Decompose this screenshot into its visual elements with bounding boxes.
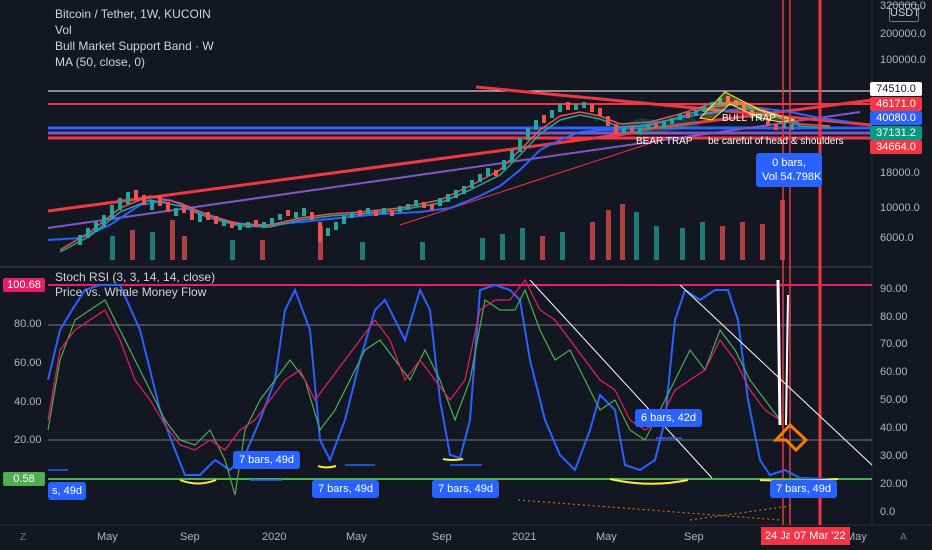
- time-label: May: [596, 531, 617, 543]
- time-label: May: [346, 531, 367, 543]
- range-bubble-2[interactable]: 7 bars, 49d: [233, 451, 301, 469]
- dotted-projection: [517, 499, 781, 521]
- bottom-marker-2: [317, 465, 337, 469]
- tooltip-line1: 0 bars,: [772, 157, 806, 169]
- date-badge-right: 07 Mar '22: [790, 527, 850, 545]
- bottom-marker-4: [609, 478, 689, 485]
- rsi-badge-bottom: 0.58: [3, 472, 45, 486]
- rsi-tick: 80.00: [14, 318, 42, 330]
- range-bubble-3[interactable]: 7 bars, 49d: [312, 480, 380, 498]
- rsi-right-tick: 40.00: [880, 422, 908, 434]
- bear-trap-label[interactable]: BEAR TRAP: [636, 136, 693, 147]
- price-badge-74510: 74510.0: [870, 82, 922, 96]
- rsi-right-tick: 50.00: [880, 394, 908, 406]
- rsi-right-tick: 80.00: [880, 311, 908, 323]
- rsi-legend: Stoch RSI (3, 3, 14, 14, close) Price vs…: [55, 270, 215, 300]
- rsi-tick: 60.00: [14, 357, 42, 369]
- date-badge-left: 24 Ja: [761, 527, 796, 545]
- rsi-trendline-1: [529, 279, 713, 479]
- chart-legend: Bitcoin / Tether, 1W, KUCOIN Vol Bull Ma…: [55, 6, 214, 70]
- dotted-projection-2: [689, 505, 791, 521]
- bull-trap-label[interactable]: BULL TRAP: [722, 113, 776, 124]
- rsi-right-tick: 70.00: [880, 338, 908, 350]
- range-bubble-5[interactable]: 6 bars, 42d: [635, 409, 703, 427]
- trendline-upper: [639, 98, 873, 132]
- price-badge-37131: 37131.2: [870, 126, 922, 140]
- price-badge-34664: 34664.0: [870, 140, 922, 154]
- rsi-tick: 20.00: [14, 434, 42, 446]
- stoch-k-line: [47, 283, 831, 480]
- corner-left[interactable]: Z: [20, 532, 27, 543]
- bear-trap-zone: [615, 112, 700, 136]
- rsi-right-tick: 90.00: [880, 283, 908, 295]
- whale-flow-title[interactable]: Price vs. Whale Money Flow: [55, 285, 207, 299]
- time-label: 2021: [512, 531, 537, 543]
- resistance-trendline: [475, 85, 873, 127]
- price-tick: 6000.0: [880, 232, 914, 244]
- price-tick: 200000.0: [880, 28, 926, 40]
- rsi-right-tick: 30.00: [880, 450, 908, 462]
- indicator-bull-band[interactable]: Bull Market Support Band · W: [55, 39, 214, 53]
- band-line-green: [59, 103, 831, 253]
- tooltip-line2: Vol 54.798K: [762, 171, 822, 183]
- price-tick: 320000.0: [880, 0, 926, 12]
- stoch-rsi-title[interactable]: Stoch RSI (3, 3, 14, 14, close): [55, 270, 216, 284]
- time-label: Sep: [180, 531, 200, 543]
- indicator-ma[interactable]: MA (50, close, 0): [55, 55, 146, 69]
- range-bubble-1[interactable]: s, 49d: [48, 482, 86, 500]
- rsi-badge-top: 100.68: [3, 278, 45, 292]
- head-shoulders-label[interactable]: be careful of head & shoulders: [708, 136, 844, 147]
- price-badge-40080: 40080.0: [870, 111, 922, 125]
- time-label: May: [97, 531, 118, 543]
- rsi-trendline-2: [679, 284, 873, 466]
- rsi-right-tick: 20.00: [880, 478, 908, 490]
- bottom-marker-1: [179, 479, 217, 485]
- time-label: May: [846, 531, 867, 543]
- trendline-thin: [399, 139, 661, 226]
- corner-right[interactable]: A: [900, 532, 907, 543]
- price-tick: 18000.0: [880, 167, 920, 179]
- rsi-orange-shape: [772, 422, 809, 453]
- bar-tooltip: 0 bars, Vol 54.798K: [756, 153, 822, 187]
- band-line-red: [59, 101, 831, 251]
- rsi-white-bar-1: [776, 279, 782, 426]
- price-tick: 100000.0: [880, 54, 926, 66]
- money-flow-green: [47, 288, 781, 496]
- range-bubble-6[interactable]: 7 bars, 49d: [770, 480, 838, 498]
- indicator-vol[interactable]: Vol: [55, 23, 72, 37]
- price-tick: 10000.0: [880, 202, 920, 214]
- rsi-white-bar-2: [785, 294, 789, 426]
- symbol-title[interactable]: Bitcoin / Tether, 1W, KUCOIN: [55, 7, 211, 21]
- time-label: Sep: [684, 531, 704, 543]
- head-shoulders-shape: [698, 91, 796, 123]
- currency-button[interactable]: USDT: [889, 4, 920, 22]
- price-badge-46171: 46171.0: [870, 97, 922, 111]
- rsi-right-tick: 60.00: [880, 366, 908, 378]
- bottom-marker-3: [442, 458, 464, 461]
- rsi-right-tick: 0.0: [880, 506, 896, 518]
- time-label: 2020: [262, 531, 287, 543]
- time-label: Sep: [432, 531, 452, 543]
- rsi-tick: 40.00: [14, 396, 42, 408]
- range-bubble-4[interactable]: 7 bars, 49d: [432, 480, 500, 498]
